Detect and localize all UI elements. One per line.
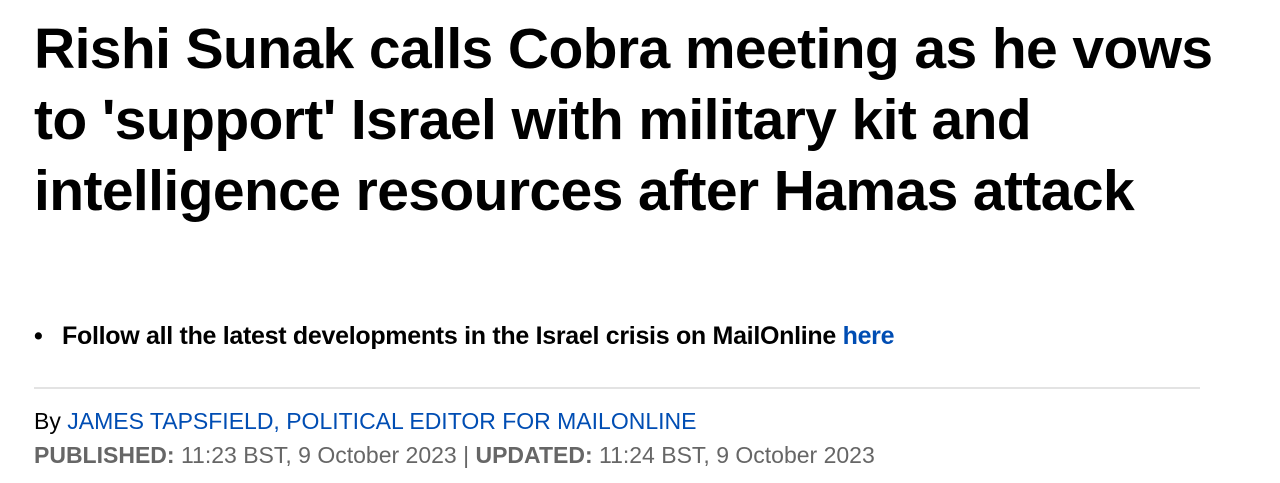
bullet-icon: • [34, 322, 43, 350]
byline-prefix: By [34, 408, 61, 434]
bullet-text: Follow all the latest developments in th… [62, 322, 843, 350]
published-date: 11:23 BST, 9 October 2023 [180, 442, 457, 468]
bullet-item: • Follow all the latest developments in t… [34, 322, 895, 351]
date-separator: | [463, 442, 470, 468]
divider [34, 387, 1200, 389]
author-link[interactable]: JAMES TAPSFIELD, POLITICAL EDITOR FOR MA… [67, 408, 697, 434]
updated-date: 11:24 BST, 9 October 2023 [599, 442, 875, 468]
bullet-list: • Follow all the latest developments in t… [34, 322, 895, 351]
published-label: PUBLISHED: [34, 442, 175, 468]
byline: By JAMES TAPSFIELD, POLITICAL EDITOR FOR… [34, 408, 696, 435]
updated-label: UPDATED: [475, 442, 593, 468]
article-dates: PUBLISHED: 11:23 BST, 9 October 2023 | U… [34, 442, 875, 469]
here-link[interactable]: here [842, 322, 895, 350]
headline: Rishi Sunak calls Cobra meeting as he vo… [34, 17, 1213, 223]
